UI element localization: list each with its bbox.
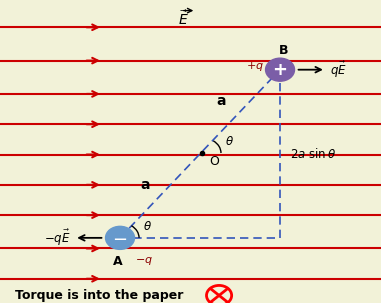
Text: a: a: [140, 178, 149, 192]
Text: $-q\vec{E}$: $-q\vec{E}$: [44, 228, 70, 248]
Text: $\vec{E}$: $\vec{E}$: [178, 9, 188, 28]
Text: $\theta$: $\theta$: [143, 220, 152, 233]
Text: $-q$: $-q$: [135, 255, 153, 268]
Text: $\theta$: $\theta$: [225, 135, 234, 148]
Text: $+q$: $+q$: [246, 60, 264, 73]
Text: A: A: [113, 255, 123, 268]
Text: +: +: [272, 61, 288, 79]
Text: $q\vec{E}$: $q\vec{E}$: [330, 60, 346, 80]
Text: a: a: [216, 94, 226, 108]
Text: O: O: [209, 155, 219, 168]
Text: $2a\ \sin\theta$: $2a\ \sin\theta$: [290, 147, 336, 161]
Text: $-$: $-$: [112, 229, 128, 247]
Circle shape: [106, 226, 134, 249]
Circle shape: [266, 58, 295, 81]
Text: Torque is into the paper: Torque is into the paper: [14, 289, 183, 302]
Text: B: B: [279, 44, 288, 57]
